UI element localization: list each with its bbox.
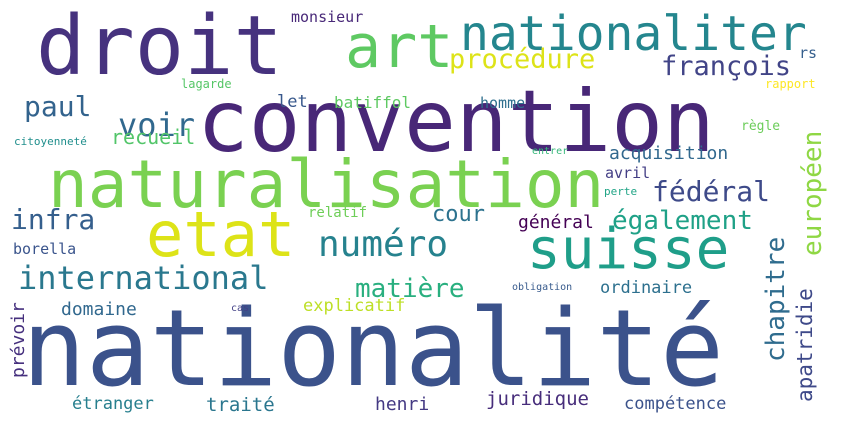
- word-let: let: [277, 92, 308, 112]
- word-matiere: matière: [355, 274, 465, 304]
- word-nationaliter: nationaliter: [460, 6, 807, 62]
- word-suisse: suisse: [527, 217, 730, 282]
- word-traite: traité: [206, 394, 275, 416]
- word-droit: droit: [36, 0, 283, 94]
- word-chapitre: chapitre: [761, 236, 791, 362]
- word-federal: fédéral: [652, 175, 771, 208]
- word-lagarde: lagarde: [181, 77, 232, 91]
- word-prevoir: prévoir: [8, 302, 29, 378]
- word-numero: numéro: [318, 224, 449, 265]
- word-cas: cas: [231, 303, 250, 314]
- word-citoyennete: citoyenneté: [14, 135, 87, 148]
- word-homme: homme: [480, 94, 526, 112]
- word-procedure: procédure: [449, 44, 596, 75]
- word-acquisition: acquisition: [609, 143, 729, 164]
- word-avril: avril: [605, 164, 651, 182]
- word-competence: compétence: [624, 394, 727, 414]
- word-henri: henri: [375, 394, 430, 415]
- word-monsieur: monsieur: [291, 8, 364, 26]
- word-europeen: européen: [798, 130, 828, 256]
- word-borella: borella: [13, 240, 77, 258]
- word-etranger: étranger: [72, 394, 154, 414]
- word-infra: infra: [11, 203, 96, 236]
- word-juridique: juridique: [486, 388, 589, 410]
- word-egalement: également: [612, 206, 753, 236]
- word-general: général: [518, 212, 594, 233]
- word-rapport: rapport: [765, 77, 816, 91]
- word-ordinaire: ordinaire: [600, 278, 693, 298]
- word-cour: cour: [432, 202, 485, 227]
- word-etat: etat: [146, 198, 296, 271]
- word-obligation: obligation: [512, 282, 573, 293]
- word-nationalite: nationalité: [22, 287, 724, 410]
- word-art: art: [345, 12, 454, 82]
- word-batiffol: batiffol: [334, 93, 412, 112]
- word-convention: convention: [197, 72, 715, 172]
- word-rs: rs: [799, 44, 818, 62]
- word-explicatif: explicatif: [303, 296, 406, 316]
- word-voir: voir: [118, 106, 196, 144]
- word-recueil: recueil: [111, 125, 196, 149]
- word-international: international: [18, 259, 269, 297]
- word-regle: règle: [741, 119, 781, 134]
- word-relatif: relatif: [308, 205, 368, 221]
- word-naturalisation: naturalisation: [48, 146, 605, 223]
- word-perte: perte: [604, 185, 638, 198]
- word-entrer: entrer: [532, 146, 569, 157]
- word-apatridie: apatridie: [793, 288, 817, 402]
- word-paul: paul: [24, 90, 92, 123]
- word-francois: françois: [661, 51, 792, 82]
- word-domaine: domaine: [61, 299, 137, 320]
